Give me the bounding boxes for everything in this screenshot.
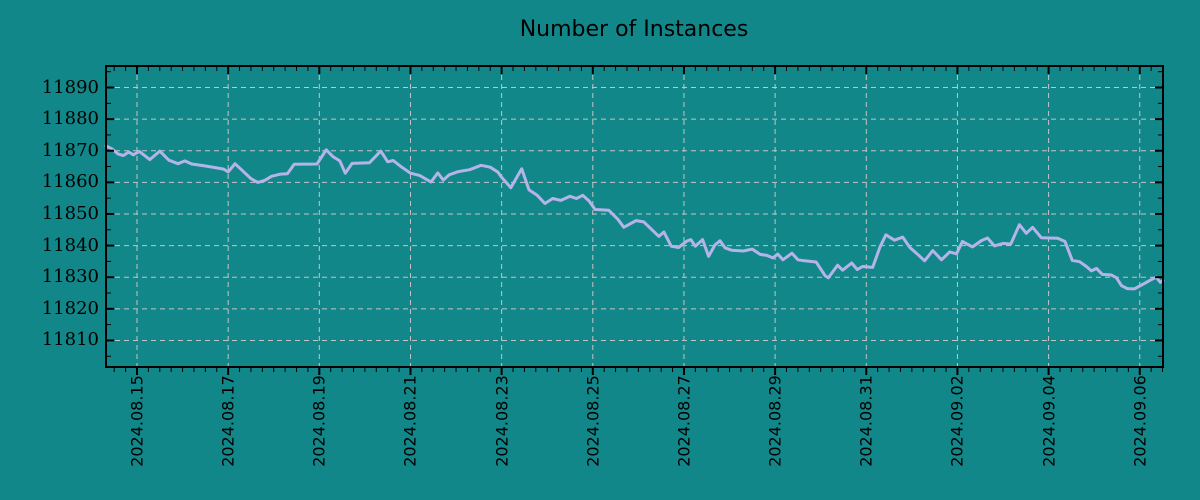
chart-title: Number of Instances — [519, 17, 749, 42]
y-tick-label: 11830 — [41, 266, 99, 288]
gridlines — [106, 66, 1163, 367]
y-tick-label: 11860 — [41, 171, 99, 193]
x-tick-label: 2024.08.23 — [492, 375, 512, 467]
y-tick-label: 11880 — [41, 108, 99, 130]
x-tick-label: 2024.08.31 — [856, 375, 876, 467]
x-tick-label: 2024.08.15 — [127, 375, 147, 467]
y-tick-label: 11870 — [41, 139, 99, 161]
x-tick-label: 2024.09.04 — [1039, 375, 1059, 467]
plot-frame — [105, 65, 1164, 368]
series-group — [104, 144, 1165, 291]
x-tick-label: 2024.08.21 — [400, 375, 420, 467]
y-tick-label: 11840 — [41, 234, 99, 256]
tick-marks — [106, 66, 1164, 375]
instances-line-series — [104, 144, 1165, 291]
x-tick-label: 2024.09.06 — [1130, 375, 1150, 467]
x-tick-label: 2024.08.19 — [309, 375, 329, 467]
y-tick-label: 11820 — [41, 297, 99, 319]
y-tick-label: 11890 — [41, 76, 99, 98]
y-tick-label: 11810 — [41, 329, 99, 351]
x-tick-label: 2024.08.17 — [218, 375, 238, 467]
y-tick-label: 11850 — [41, 203, 99, 225]
x-tick-label: 2024.08.25 — [583, 375, 603, 467]
x-tick-label: 2024.08.29 — [765, 375, 785, 467]
x-tick-label: 2024.08.27 — [674, 375, 694, 467]
x-tick-label: 2024.09.02 — [947, 375, 967, 467]
